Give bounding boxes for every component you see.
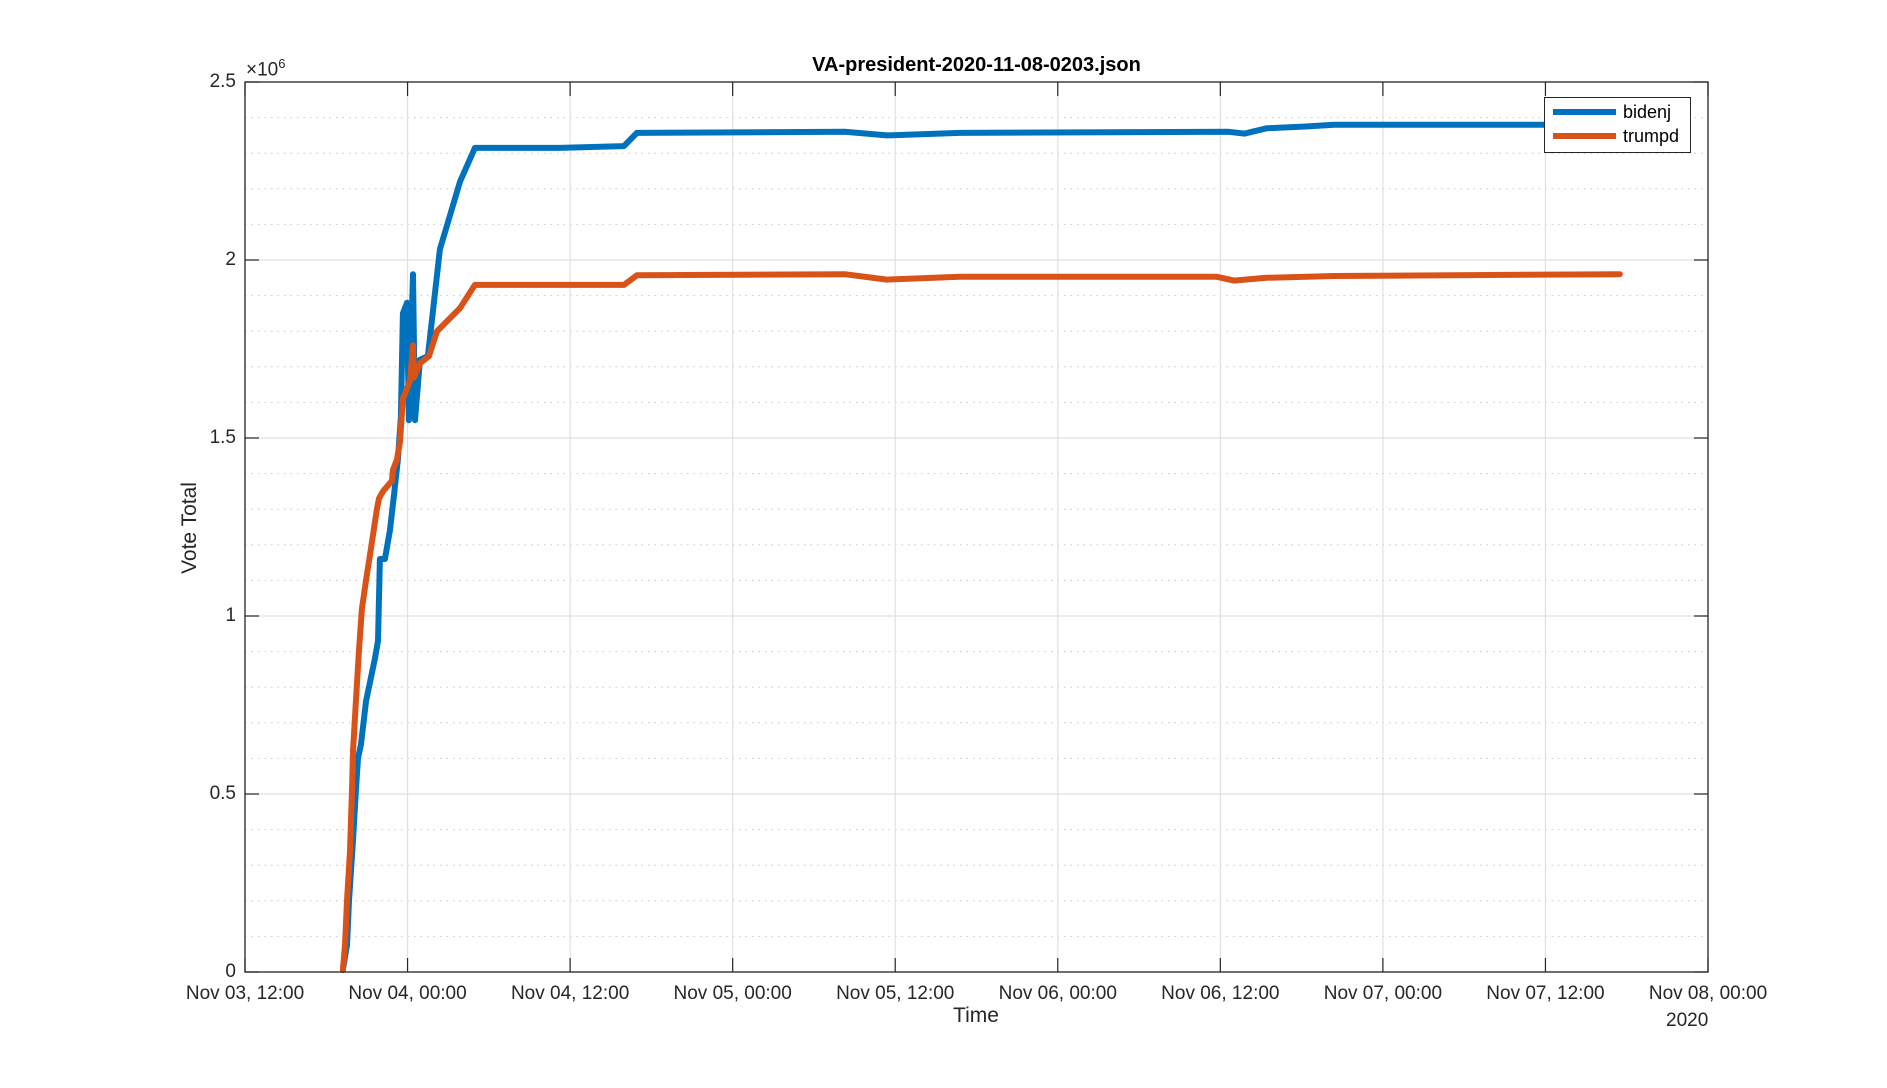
x-tick-label: Nov 06, 12:00	[1161, 983, 1280, 1004]
tick-marks	[244, 81, 1709, 973]
y-axis-label: Vote Total	[178, 482, 201, 574]
y-tick-label: 2.5	[209, 71, 236, 92]
legend-label-bidenj: bidenj	[1623, 101, 1672, 122]
series-line-trumpd	[339, 271, 1623, 973]
legend-item-bidenj: bidenj	[1553, 100, 1671, 124]
x-tick-label: Nov 04, 00:00	[348, 983, 467, 1004]
y-exponent-power: 6	[278, 56, 286, 71]
axes-box	[244, 81, 1709, 973]
y-tick-label: 2	[225, 249, 236, 270]
x-tick-label: Nov 06, 00:00	[998, 983, 1117, 1004]
legend-swatch-bidenj	[1553, 109, 1616, 115]
legend: bidenj trumpd	[1544, 97, 1691, 153]
x-tick-label: Nov 08, 00:00	[1648, 983, 1768, 1004]
x-tick-label: Nov 07, 12:00	[1486, 983, 1605, 1004]
x-tick-label: Nov 05, 12:00	[836, 983, 955, 1004]
x-tick-label: Nov 07, 00:00	[1323, 983, 1443, 1004]
legend-label-trumpd: trumpd	[1623, 125, 1680, 146]
x-axis-label: Time	[953, 1004, 999, 1027]
x-axis-year-label: 2020	[1666, 1010, 1709, 1031]
x-tick-label: Nov 05, 00:00	[673, 983, 792, 1004]
y-tick-label: 1	[225, 605, 236, 626]
chart-title: VA-president-2020-11-08-0203.json	[812, 54, 1141, 76]
y-exponent-base: ×10	[246, 59, 279, 81]
y-exponent-label: ×106	[246, 56, 285, 81]
y-tick-label: 1.5	[209, 427, 236, 448]
x-tick-label: Nov 03, 12:00	[185, 983, 305, 1004]
series-lines	[339, 121, 1623, 973]
legend-swatch-trumpd	[1553, 133, 1616, 139]
y-tick-label: 0	[225, 961, 236, 982]
y-tick-label: 0.5	[209, 783, 236, 804]
legend-item-trumpd: trumpd	[1553, 124, 1679, 148]
x-tick-label: Nov 04, 12:00	[510, 983, 630, 1004]
